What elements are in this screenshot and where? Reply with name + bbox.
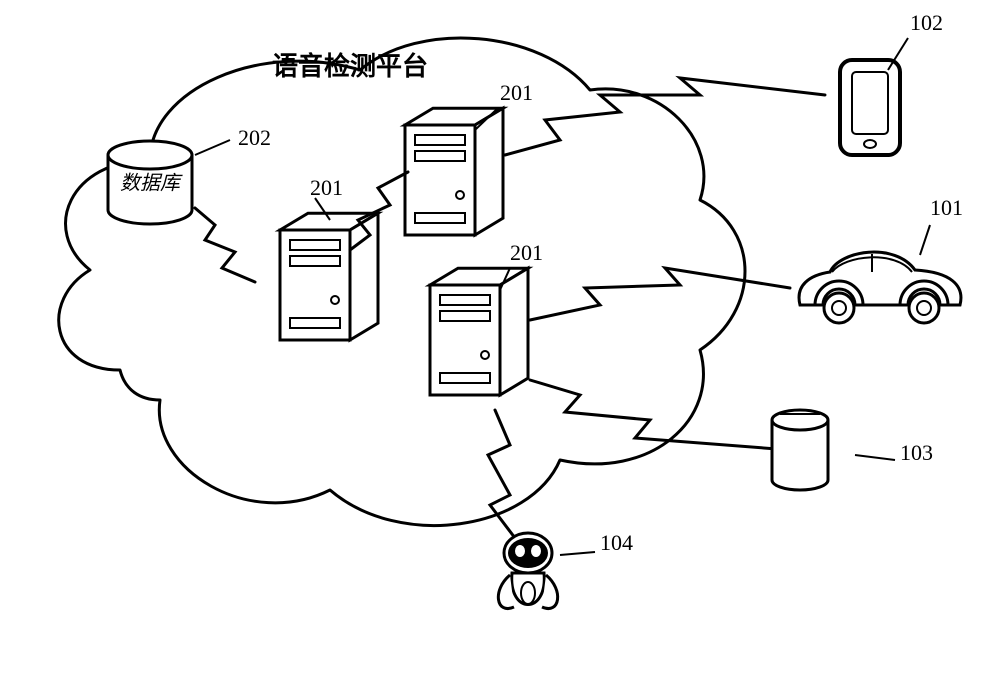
server-icon (280, 213, 378, 340)
car-icon (799, 252, 961, 323)
leader-line (855, 455, 895, 460)
ref-104: 104 (600, 530, 633, 555)
ref-202: 202 (238, 125, 271, 150)
speaker-icon (772, 410, 828, 490)
database-label: 数据库 (120, 173, 183, 195)
cloud-outline (59, 38, 745, 526)
ref-201: 201 (500, 80, 533, 105)
wireless-link (488, 410, 515, 538)
server-icon (430, 268, 528, 395)
wireless-link (195, 208, 255, 282)
leader-line (195, 140, 230, 155)
ref-102: 102 (910, 10, 943, 35)
ref-103: 103 (900, 440, 933, 465)
server-icon (405, 108, 503, 235)
phone-icon (840, 60, 900, 155)
ref-101: 101 (930, 195, 963, 220)
robot-icon (498, 533, 557, 609)
wireless-link (530, 268, 790, 320)
leader-line (920, 225, 930, 255)
ref-201: 201 (510, 240, 543, 265)
leader-line (560, 552, 595, 555)
ref-201: 201 (310, 175, 343, 200)
cloud-title: 语音检测平台 (272, 51, 428, 81)
wireless-link (505, 78, 825, 155)
wireless-link (530, 380, 790, 450)
